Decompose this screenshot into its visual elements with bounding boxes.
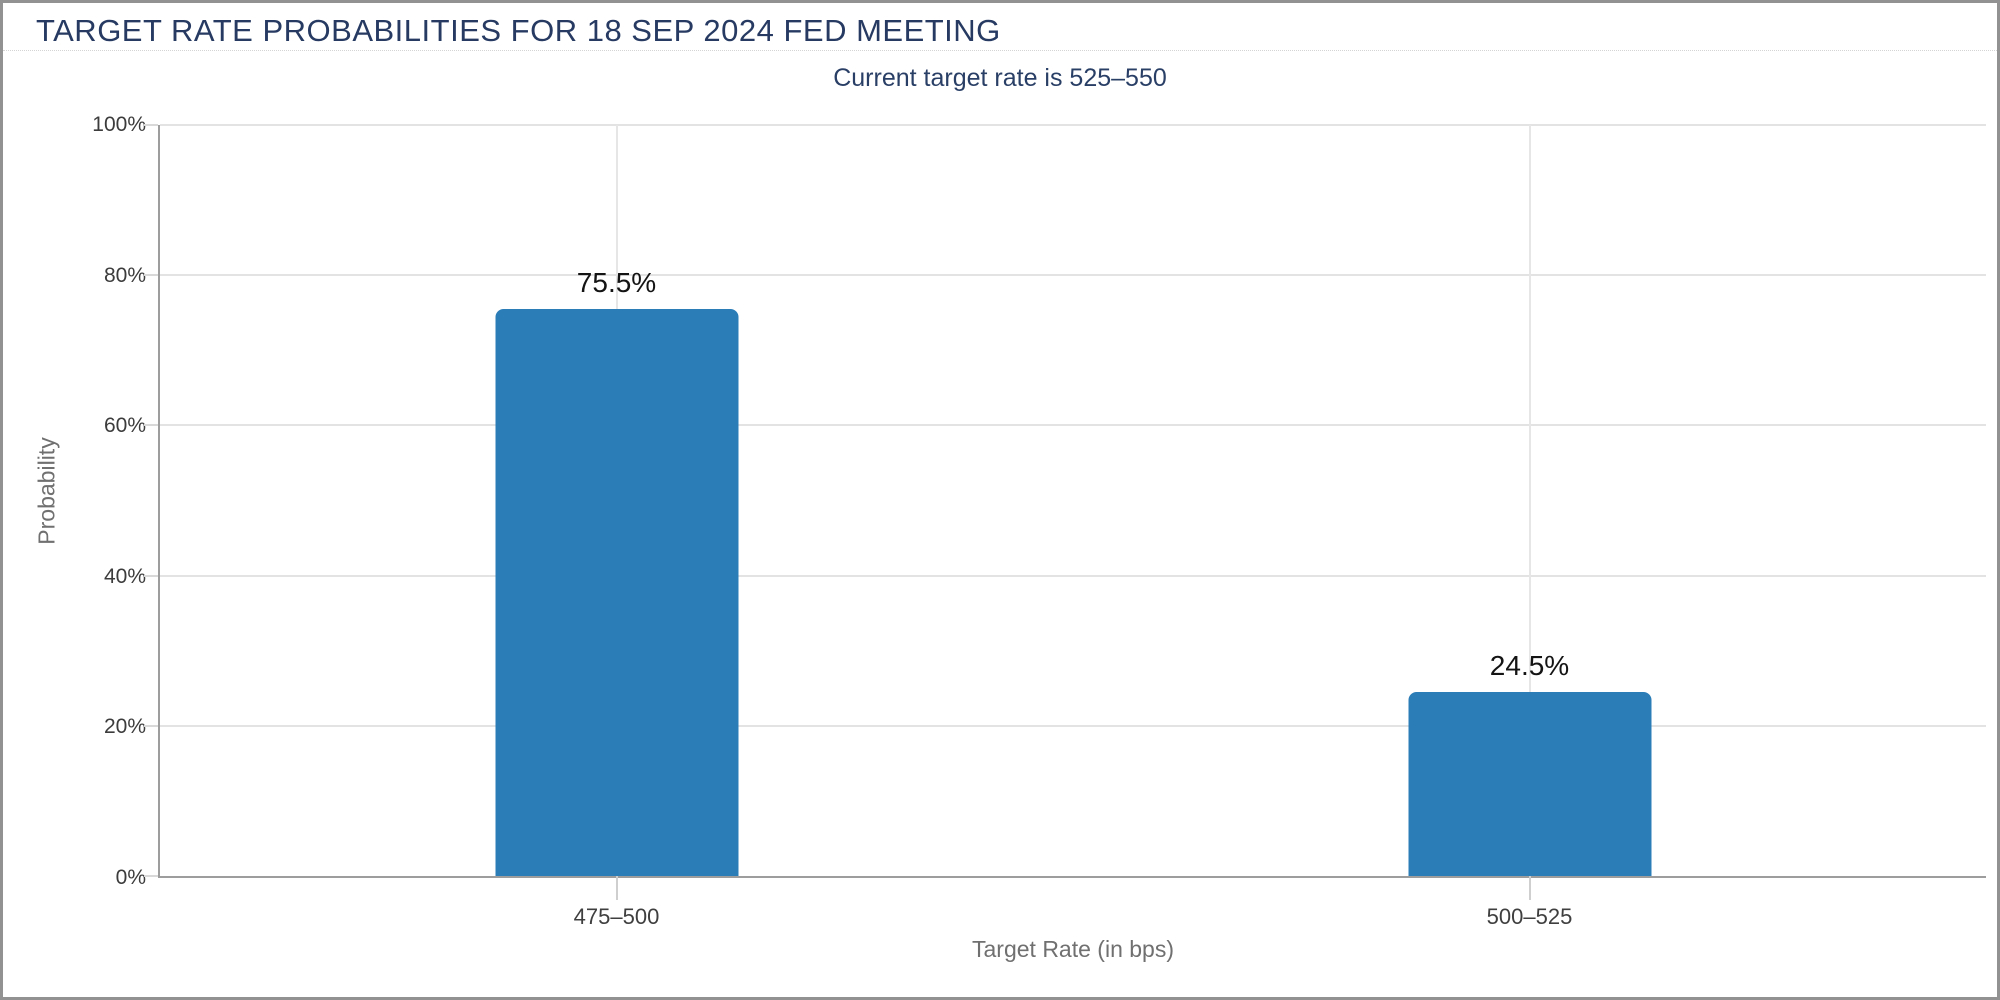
gridline-horizontal [160, 724, 1986, 727]
header-separator [3, 50, 1997, 51]
bar-group-500-525: 24.5% [1073, 125, 1986, 876]
y-tick-mark [144, 875, 158, 877]
bar-value-label: 75.5% [576, 267, 657, 298]
bar-group-475-500: 75.5% [160, 125, 1073, 876]
y-tick-label: 100% [92, 113, 146, 136]
gridline-horizontal [160, 574, 1986, 577]
y-axis-title: Probability [33, 437, 60, 545]
x-tick-label: 475–500 [573, 904, 660, 929]
y-tick-mark [144, 274, 158, 277]
y-tick-label: 20% [103, 715, 146, 738]
chart-title: TARGET RATE PROBABILITIES FOR 18 SEP 202… [36, 13, 1001, 48]
y-tick-mark [144, 574, 158, 577]
chart-subtitle: Current target rate is 525–550 [833, 64, 1167, 92]
gridline-horizontal [160, 424, 1986, 427]
gridline-horizontal [160, 124, 1986, 126]
bar-500-525[interactable] [1408, 692, 1651, 876]
plot-area: 75.5% 24.5% 475–500 500–525 Target Rate … [144, 124, 1986, 962]
x-tick-mark [1528, 876, 1531, 900]
y-tick-label: 80% [103, 264, 146, 287]
y-tick-mark [144, 424, 158, 427]
x-tick-mark [615, 876, 618, 900]
bar-value-label: 24.5% [1489, 650, 1570, 682]
y-tick-mark [144, 124, 158, 126]
gridline-horizontal [160, 274, 1986, 277]
x-tick-label: 500–525 [1486, 904, 1573, 929]
bar-475-500[interactable] [495, 309, 738, 876]
y-tick-mark [144, 724, 158, 727]
gridline-vertical [1528, 125, 1531, 876]
x-axis-title: Target Rate (in bps) [972, 936, 1174, 962]
y-tick-label: 60% [103, 414, 146, 437]
y-tick-label: 0% [115, 866, 146, 889]
y-tick-label: 40% [103, 565, 146, 588]
